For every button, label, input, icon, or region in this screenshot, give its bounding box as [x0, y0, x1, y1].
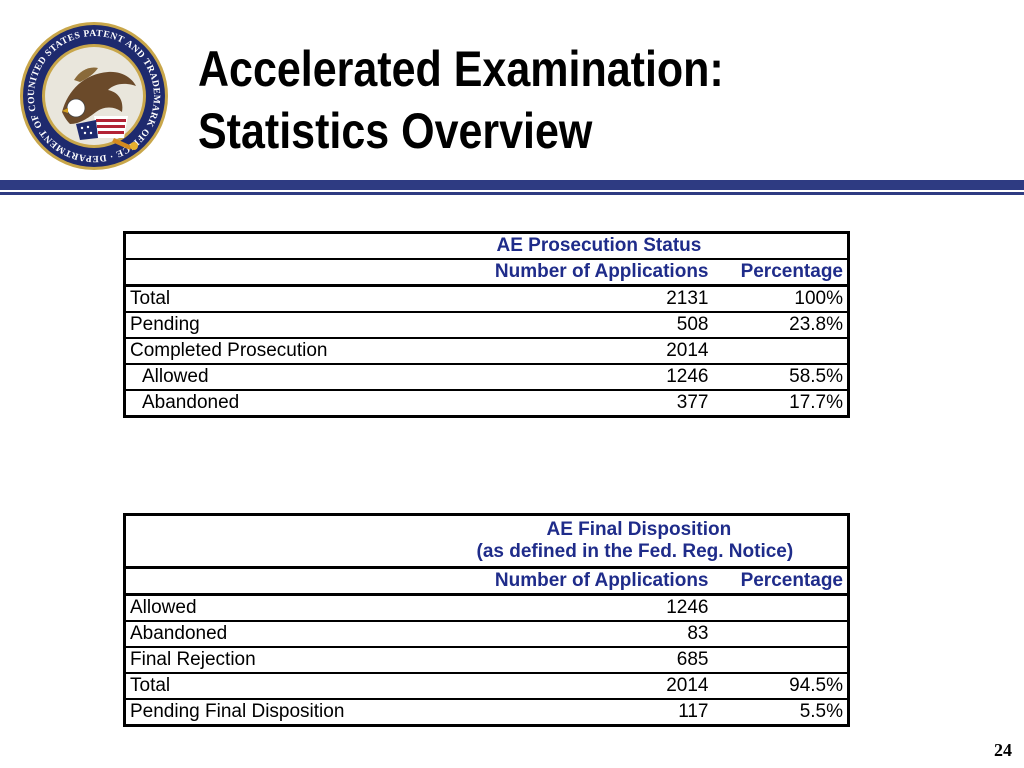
- table-row: Pending Final Disposition 117 5.5%: [125, 699, 849, 726]
- table-row: Completed Prosecution 2014: [124, 338, 849, 365]
- row-label: Abandoned: [142, 392, 240, 413]
- table-title: AE Prosecution Status: [466, 232, 849, 260]
- table-title: AE Final Disposition (as defined in the …: [466, 514, 849, 569]
- table-row: Allowed 1246 58.5%: [124, 364, 849, 391]
- row-label: Total: [124, 673, 467, 700]
- header-divider-thick: [0, 180, 1024, 190]
- row-count: 2014: [466, 338, 713, 365]
- column-header-row: Number of Applications Percentage: [124, 259, 849, 287]
- row-percent: 100%: [712, 285, 849, 313]
- page-title-line-2: Statistics Overview: [198, 103, 593, 159]
- row-percent: [712, 621, 849, 648]
- row-percent: [712, 594, 849, 622]
- row-label: Allowed: [124, 594, 467, 622]
- row-label: Allowed: [124, 364, 467, 391]
- row-count: 117: [678, 701, 709, 722]
- page-title: Accelerated Examination: Statistics Over…: [198, 38, 724, 162]
- row-count: 2014: [466, 673, 713, 700]
- row-count: 1246: [466, 364, 713, 391]
- column-header-percentage: Percentage: [712, 259, 849, 287]
- table-row: Total 2131 100%: [124, 285, 849, 313]
- row-count: 508: [466, 312, 713, 339]
- ae-final-disposition-table: AE Final Disposition (as defined in the …: [123, 513, 851, 727]
- table-row: Abandoned 83: [124, 621, 849, 648]
- row-count: 2131: [466, 285, 713, 313]
- row-label: Final Rejection: [124, 647, 467, 674]
- row-count: 685: [466, 647, 713, 674]
- row-percent: 58.5%: [712, 364, 849, 391]
- header-divider-thin: [0, 192, 1024, 195]
- table-title-row: AE Final Disposition (as defined in the …: [124, 514, 849, 569]
- table-title-row: AE Prosecution Status: [124, 232, 849, 260]
- table-title-line-1: AE Final Disposition: [546, 519, 732, 540]
- row-label: Completed Prosecution: [124, 338, 467, 365]
- table-row: Final Rejection 685: [124, 647, 849, 674]
- ae-prosecution-status-table: AE Prosecution Status Number of Applicat…: [123, 231, 851, 418]
- row-count: 377: [676, 392, 709, 413]
- row-label: Pending: [124, 312, 467, 339]
- table-row: Abandoned 377 17.7%: [125, 390, 849, 417]
- column-header-row: Number of Applications Percentage: [124, 567, 849, 596]
- row-label: Abandoned: [124, 621, 467, 648]
- row-percent: 5.5%: [799, 701, 844, 722]
- row-percent: 23.8%: [712, 312, 849, 339]
- column-header-percentage: Percentage: [712, 567, 849, 596]
- column-header-count: Number of Applications: [466, 259, 713, 287]
- row-count: 83: [466, 621, 713, 648]
- row-label: Total: [124, 285, 467, 313]
- page-title-line-1: Accelerated Examination:: [198, 41, 724, 97]
- row-percent: [712, 647, 849, 674]
- table-row: Total 2014 94.5%: [124, 673, 849, 700]
- row-percent: 17.7%: [789, 392, 844, 413]
- table-title-line-2: (as defined in the Fed. Reg. Notice): [476, 541, 794, 562]
- row-percent: 94.5%: [712, 673, 849, 700]
- table-row: Allowed 1246: [124, 594, 849, 622]
- table-row: Pending 508 23.8%: [124, 312, 849, 339]
- row-percent: [712, 338, 849, 365]
- row-count: 1246: [466, 594, 713, 622]
- row-label: Pending Final Disposition: [130, 701, 345, 722]
- column-header-count: Number of Applications: [466, 567, 713, 596]
- page-number: 24: [994, 740, 1012, 760]
- uspto-seal-logo: UNITED STATES PATENT AND TRADEMARK OFFIC…: [18, 20, 168, 170]
